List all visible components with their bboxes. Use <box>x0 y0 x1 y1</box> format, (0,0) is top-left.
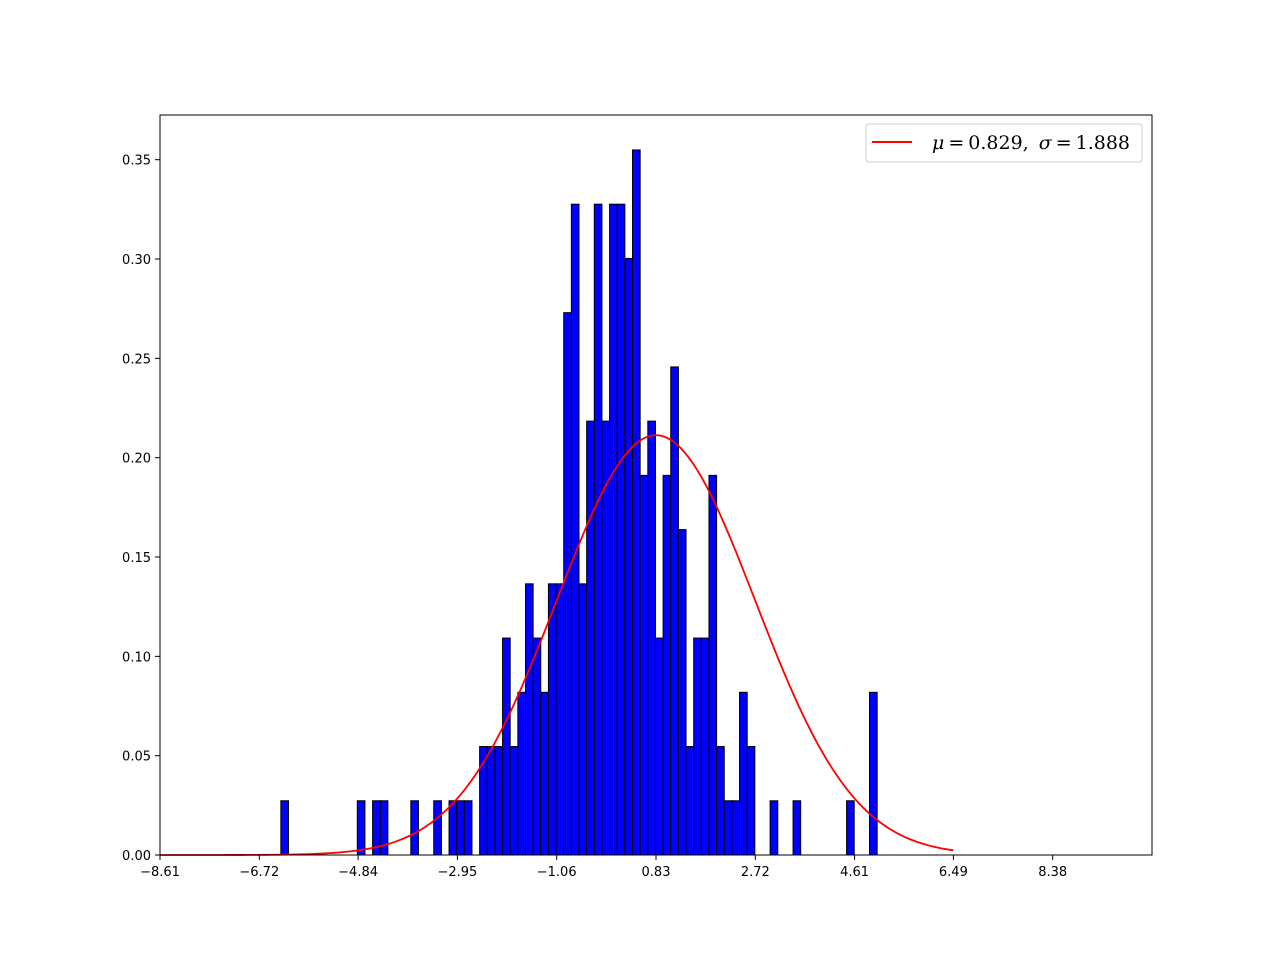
histogram-bar <box>731 800 741 856</box>
histogram-bar <box>647 420 656 856</box>
histogram-bar <box>593 203 603 856</box>
histogram-bar <box>662 474 672 856</box>
histogram-bar <box>570 203 580 856</box>
y-tick-label: 0.10 <box>122 650 151 665</box>
x-tick-label: −4.84 <box>338 865 378 880</box>
x-tick-label: −1.06 <box>537 865 577 880</box>
x-tick-label: 4.61 <box>840 865 869 880</box>
legend-equals-1: = <box>948 132 964 154</box>
histogram-bar <box>716 746 725 856</box>
histogram-bar <box>356 800 366 856</box>
histogram-bar <box>869 691 878 856</box>
histogram-bar <box>502 637 511 856</box>
histogram-bar <box>616 203 626 856</box>
legend-sigma-symbol: σ <box>1039 132 1053 154</box>
x-axis-ticks: −8.61 −6.72 −4.84 −2.95 −1.06 0.83 2.72 4.61 6.4… <box>140 855 1067 880</box>
histogram-bar <box>280 800 289 856</box>
histogram-bar <box>540 691 549 856</box>
y-tick-label: 0.05 <box>122 750 151 765</box>
y-axis-ticks: 0.00 0.05 0.10 0.15 0.20 0.25 0.30 0.35 <box>122 154 160 864</box>
histogram-bar <box>410 800 419 856</box>
x-tick-label: 8.38 <box>1038 865 1067 880</box>
histogram-bar <box>624 257 634 856</box>
histogram-bar <box>632 149 641 856</box>
y-tick-label: 0.15 <box>122 551 151 566</box>
y-tick-label: 0.35 <box>122 154 151 169</box>
histogram-bar <box>547 583 557 856</box>
y-tick-label: 0.00 <box>122 849 151 864</box>
histogram-bar <box>654 637 664 856</box>
histogram-bar <box>379 800 389 856</box>
histogram-bar <box>524 583 534 856</box>
histogram-bar <box>555 583 565 856</box>
histogram-bar <box>609 203 618 856</box>
histogram-bar <box>532 637 542 856</box>
histogram-bar <box>433 800 442 856</box>
legend: μ = 0.829, σ = 1.888 <box>865 123 1143 163</box>
legend-label: μ = 0.829, σ = 1.888 <box>932 132 1130 154</box>
legend-mu-symbol: μ <box>932 132 944 154</box>
x-tick-label: 6.49 <box>939 865 968 880</box>
histogram-bar <box>739 691 748 856</box>
legend-mu-value: 0.829, <box>968 132 1028 154</box>
x-tick-label: −6.72 <box>239 865 279 880</box>
x-tick-label: 0.83 <box>642 865 671 880</box>
histogram-bar <box>708 474 718 856</box>
histogram-bar <box>509 746 519 856</box>
histogram-bar <box>586 420 595 856</box>
histogram-bar <box>494 746 504 856</box>
x-tick-label: −2.95 <box>437 865 477 880</box>
histogram-bar <box>723 800 733 856</box>
histogram-bar <box>677 529 687 856</box>
histogram-bar <box>463 800 473 856</box>
legend-equals-2: = <box>1056 132 1072 154</box>
histogram-bar <box>846 800 855 856</box>
histogram-bar <box>792 800 802 856</box>
y-tick-label: 0.30 <box>122 253 151 268</box>
y-tick-label: 0.25 <box>122 352 151 367</box>
histogram-bar <box>456 800 465 856</box>
histogram-bar <box>517 691 526 856</box>
x-tick-label: 2.72 <box>741 865 770 880</box>
histogram-bar <box>639 474 649 856</box>
normal-fit-curve <box>160 434 954 856</box>
y-tick-label: 0.20 <box>122 452 151 467</box>
histogram-bar <box>769 800 779 856</box>
histogram-bar <box>578 583 588 856</box>
legend-box <box>865 123 1143 163</box>
legend-sigma-value: 1.888 <box>1076 132 1130 154</box>
histogram-bar <box>746 746 756 856</box>
histogram-bar <box>693 637 702 856</box>
histogram-bar <box>700 637 710 856</box>
histogram-bar <box>563 312 572 856</box>
histogram-bar <box>448 800 458 856</box>
x-tick-label: −8.61 <box>140 865 180 880</box>
histogram-bar <box>685 746 695 856</box>
histogram-bar <box>486 746 496 856</box>
